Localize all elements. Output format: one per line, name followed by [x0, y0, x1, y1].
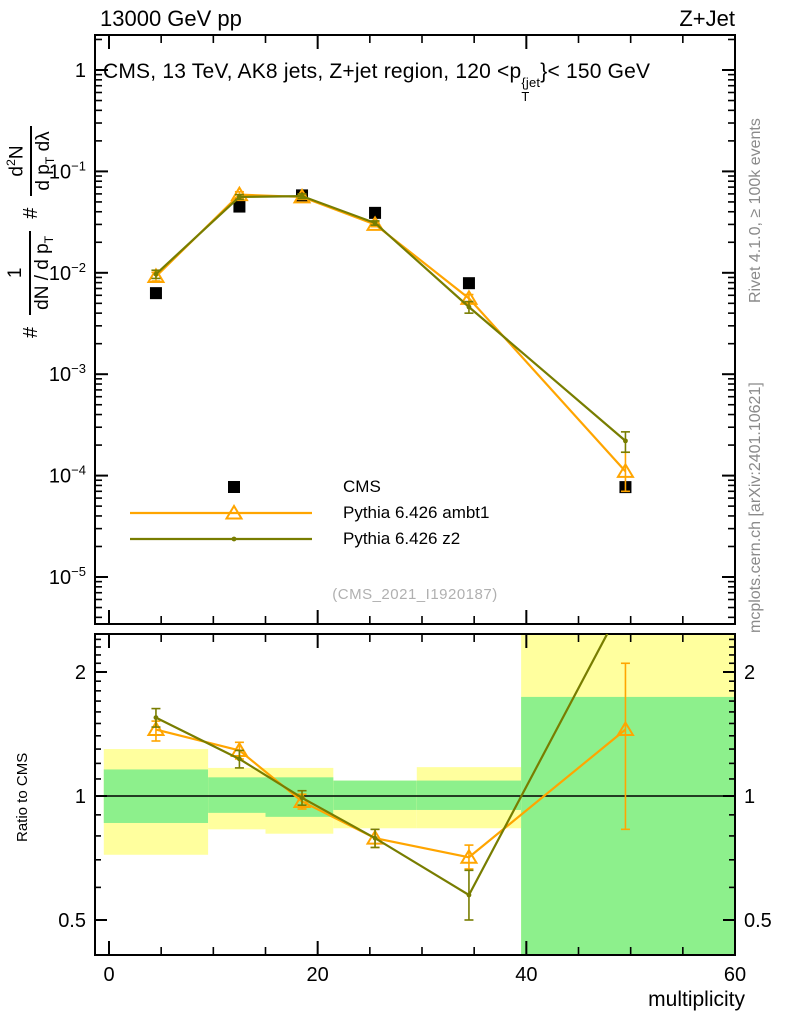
x-axis-label: multiplicity: [648, 988, 745, 1011]
f1-den-sub: T: [41, 235, 56, 244]
svg-text:0.5: 0.5: [58, 910, 86, 932]
svg-text:10−5: 10−5: [49, 564, 86, 589]
svg-text:10−1: 10−1: [49, 158, 86, 183]
legend: CMS Pythia 6.426 ambt1 Pythia 6.426 z2: [128, 474, 489, 552]
legend-item-cms: CMS: [128, 474, 489, 500]
rivet-version-note: Rivet 4.1.0, ≥ 100k events: [747, 118, 764, 303]
f2-den-text: d p: [33, 164, 55, 191]
svg-text:10−2: 10−2: [49, 260, 86, 285]
legend-label-ambt1: Pythia 6.426 ambt1: [343, 503, 490, 522]
legend-label-cms: CMS: [343, 477, 381, 496]
svg-text:0.5: 0.5: [744, 910, 772, 932]
svg-text:10−4: 10−4: [49, 463, 86, 488]
plot-title-text: CMS, 13 TeV, AK8 jets, Z+jet region, 120…: [103, 60, 522, 83]
svg-text:1: 1: [744, 786, 755, 808]
f2-num-n: N: [6, 145, 28, 160]
ratio-axis-label: Ratio to CMS: [14, 752, 31, 842]
f2-num-d: d: [6, 166, 28, 177]
fraction2-denominator: d pT dλ: [30, 126, 58, 196]
svg-text:60: 60: [724, 964, 746, 986]
process-label: Z+Jet: [679, 6, 735, 31]
pythia-ambt1-marker-icon: [130, 504, 312, 520]
f1-den-text: dN / d p: [32, 243, 54, 310]
svg-text:1: 1: [75, 60, 86, 82]
mcplots-reference-note: mcplots.cern.ch [arXiv:2401.10621]: [747, 382, 764, 633]
f2-den-sub: T: [43, 156, 58, 165]
legend-label-z2: Pythia 6.426 z2: [343, 529, 461, 548]
beam-energy-label: 13000 GeV pp: [100, 6, 242, 31]
hash-symbol: #: [20, 207, 43, 219]
cms-marker-icon: [228, 481, 240, 493]
f2-num-exp: 2: [4, 159, 18, 167]
pt-jet-sub: T: [521, 88, 530, 104]
svg-text:0: 0: [103, 964, 114, 986]
svg-text:2: 2: [744, 662, 755, 684]
plot-title-suffix: }< 150 GeV: [540, 60, 651, 83]
legend-item-pythia-z2: Pythia 6.426 z2: [128, 526, 489, 552]
pt-jet-superscript: {jet T: [521, 76, 540, 103]
fraction1-numerator: 1: [5, 267, 27, 279]
ylabel-fraction-2: d2N d pT dλ: [4, 126, 58, 196]
f2-den-lambda: dλ: [33, 131, 55, 157]
plot-title: CMS, 13 TeV, AK8 jets, Z+jet region, 120…: [103, 60, 650, 103]
svg-text:1: 1: [75, 786, 86, 808]
pythia-z2-marker-icon: [130, 536, 312, 542]
fraction2-numerator: d2N: [4, 126, 30, 195]
pt-jet-sup: {jet: [521, 75, 541, 90]
fraction1-denominator: dN / d pT: [29, 230, 57, 315]
hash-symbol: #: [20, 326, 43, 338]
analysis-id-watermark: (CMS_2021_I1920187): [332, 586, 498, 603]
svg-text:2: 2: [75, 662, 86, 684]
svg-text:40: 40: [515, 964, 537, 986]
svg-text:10−3: 10−3: [49, 361, 86, 386]
ylabel-fraction-1: 1 dN / d pT: [5, 230, 57, 315]
legend-item-pythia-ambt1: Pythia 6.426 ambt1: [128, 500, 489, 526]
svg-text:20: 20: [307, 964, 329, 986]
y-axis-label: # 1 dN / d pT # d2N d pT dλ: [4, 32, 58, 338]
